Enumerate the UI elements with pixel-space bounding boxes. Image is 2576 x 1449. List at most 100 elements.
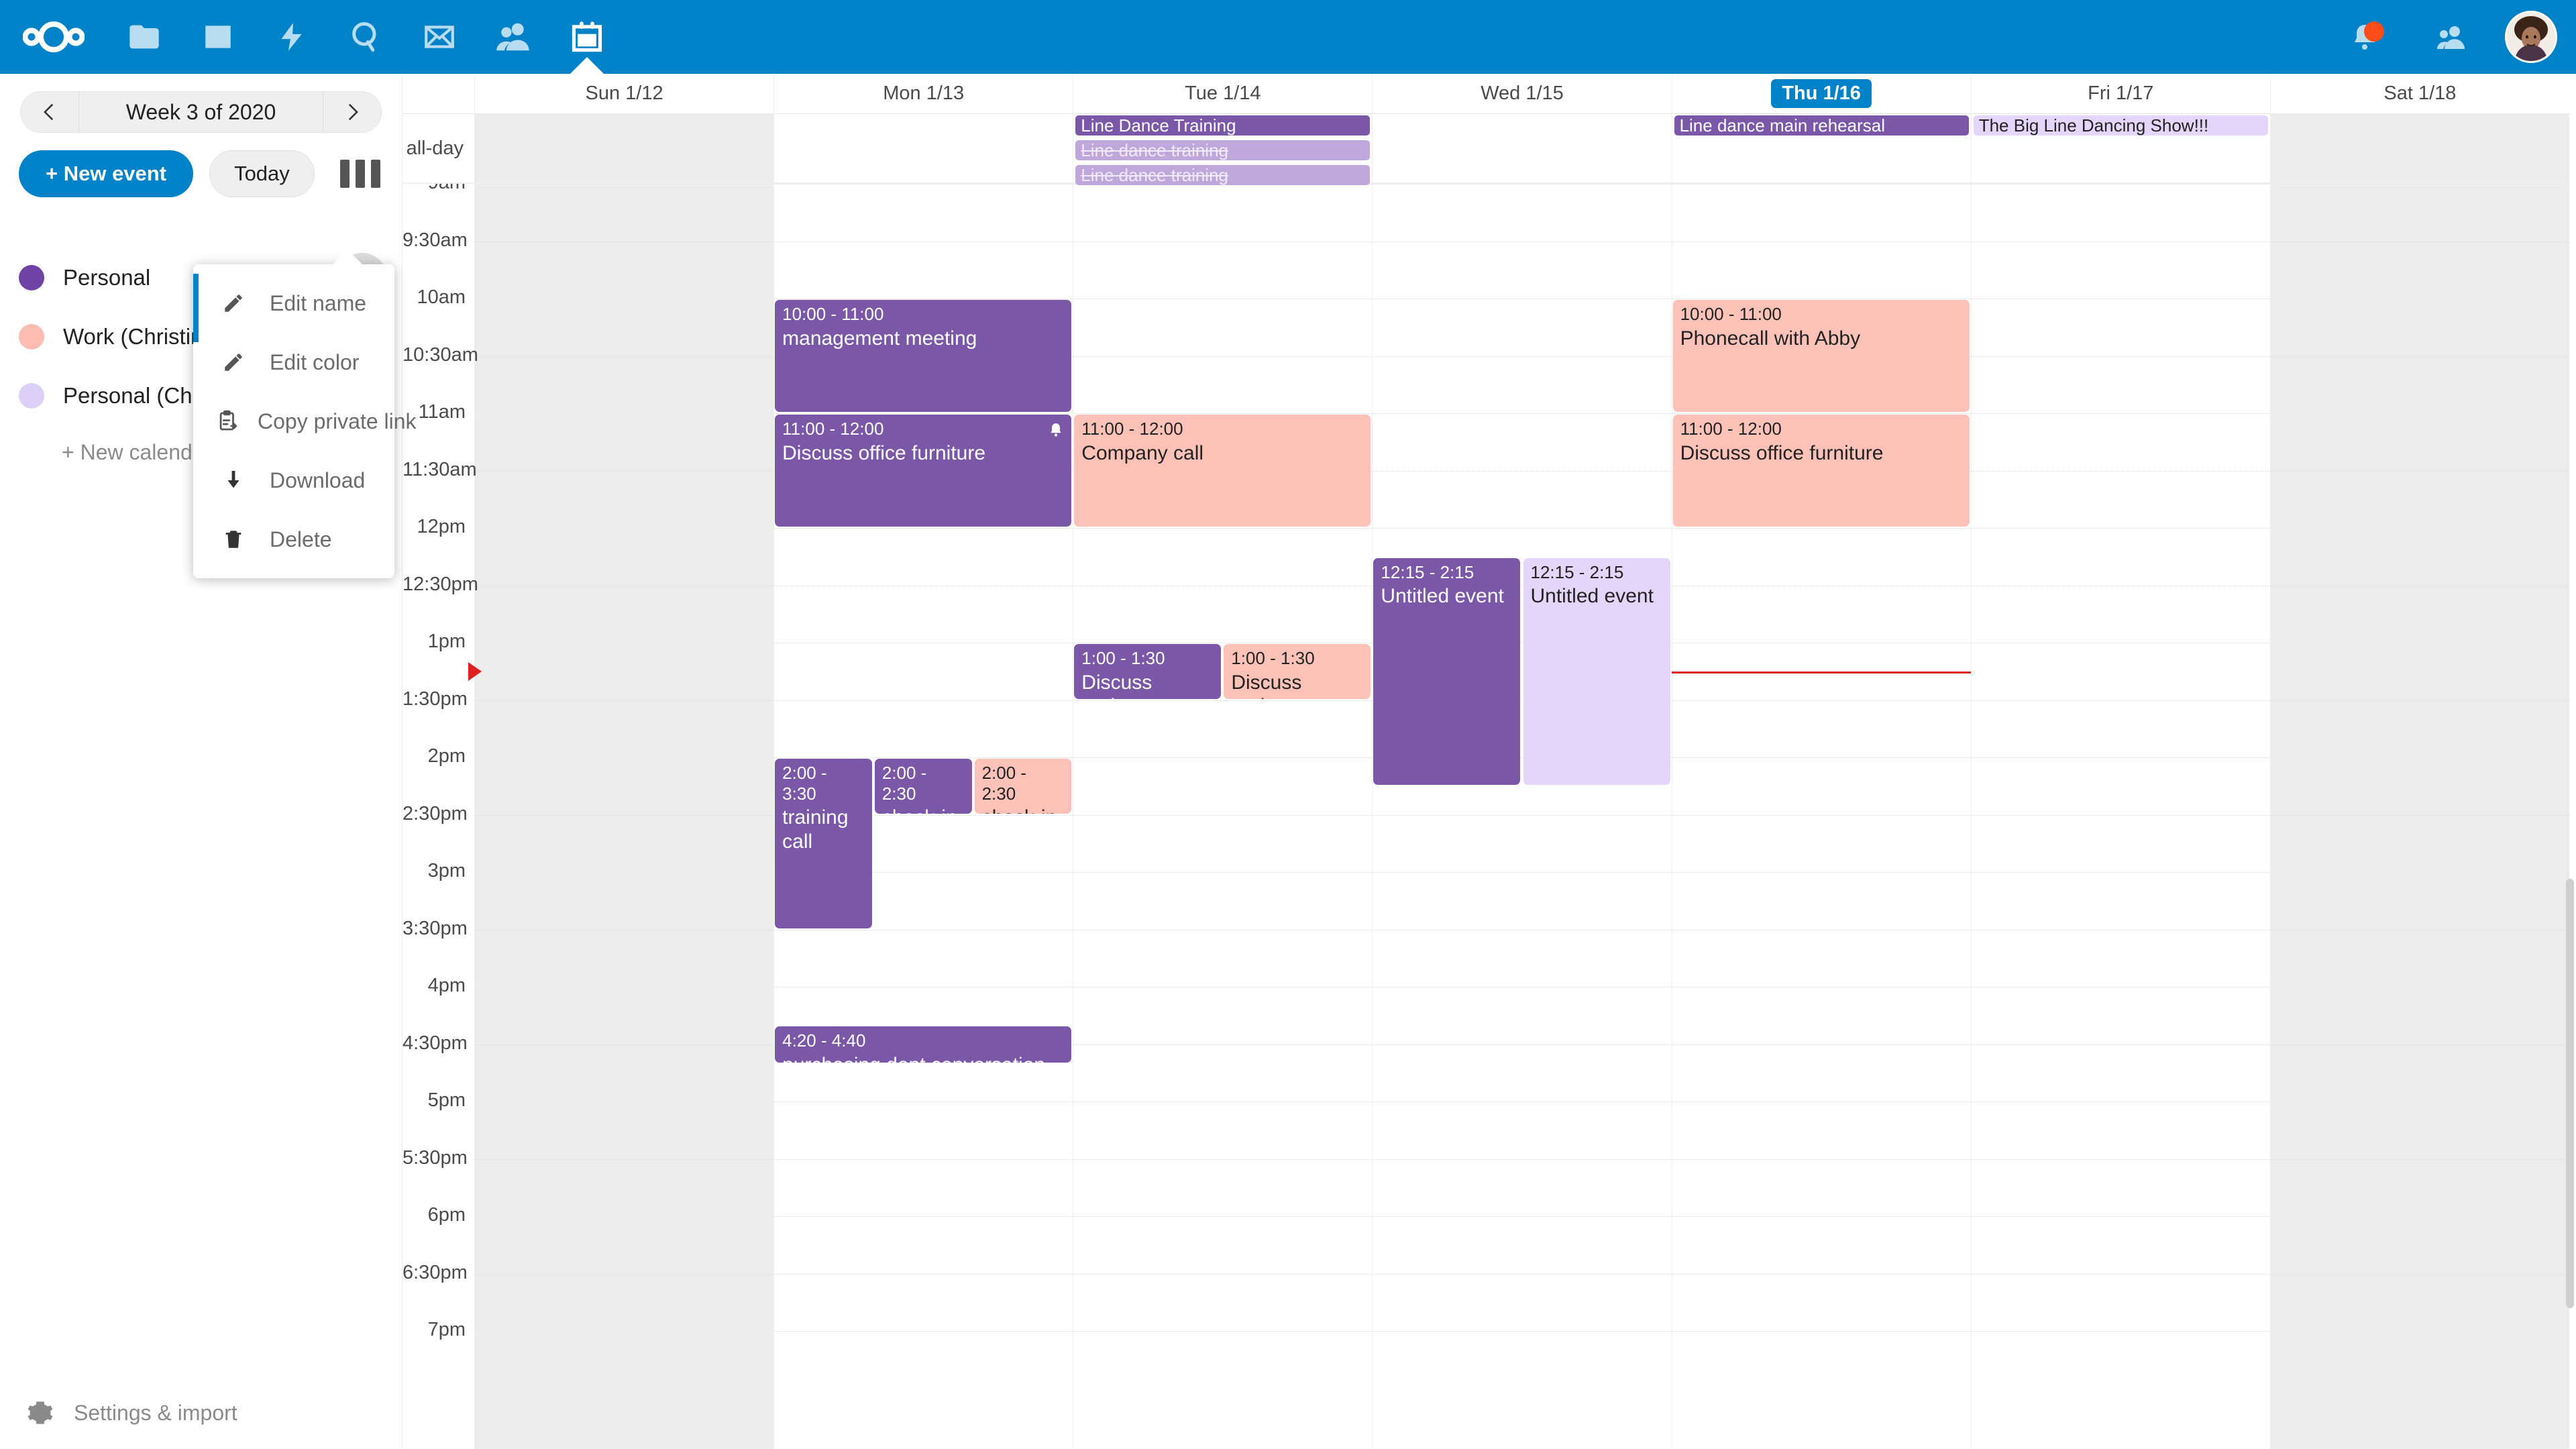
calendar-event[interactable]: 2:00 - 3:30 training call — [775, 759, 872, 928]
avatar[interactable] — [2505, 11, 2557, 63]
time-label-5: 11:30am — [402, 458, 477, 480]
event-time: 2:00 - 2:30 — [981, 763, 1027, 804]
menu-item-edit-color[interactable]: Edit color — [193, 333, 394, 392]
menu-item-label: Copy private link — [258, 409, 417, 433]
vertical-scrollbar[interactable] — [2566, 879, 2574, 1308]
event-time: 10:00 - 11:00 — [782, 304, 884, 324]
calendar-event[interactable]: 2:00 - 2:30 check-in — [974, 759, 1072, 814]
calendar-event[interactable]: 11:00 - 12:00 Company call — [1074, 415, 1371, 527]
contacts-icon[interactable] — [476, 0, 550, 74]
notifications-icon[interactable] — [2321, 0, 2408, 74]
time-grid: 9am 9:30am 10am 10:30am 11am 11:30am 12pm 12:30… — [402, 184, 2569, 1449]
all-day-event[interactable]: The Big Line Dancing Show!!! — [1973, 115, 2268, 136]
today-button[interactable]: Today — [209, 150, 315, 197]
calendar-event[interactable]: 11:00 - 12:00 Discuss office furniture — [1672, 415, 1970, 527]
grid-line — [474, 700, 2569, 701]
new-calendar-button[interactable]: + New calendar — [62, 440, 212, 464]
all-day-cell-4[interactable]: Line dance main rehearsal — [1671, 114, 1971, 182]
event-time: 12:15 - 2:15 — [1381, 561, 1474, 582]
calendar-event[interactable]: 2:00 - 2:30 check-in — [874, 759, 972, 814]
event-title: check-in — [982, 806, 1065, 813]
time-label-3: 10:30am — [402, 343, 478, 366]
new-event-button[interactable]: + New event — [19, 150, 194, 197]
menu-item-download[interactable]: Download — [193, 451, 394, 510]
time-grid-scroller[interactable]: 9am 9:30am 10am 10:30am 11am 11:30am 12pm 12:30… — [402, 184, 2576, 1449]
grid-line — [474, 814, 2569, 816]
clipboard-link-icon — [216, 410, 239, 433]
calendar-event[interactable]: 12:15 - 2:15 Untitled event — [1523, 557, 1670, 785]
all-day-event[interactable]: Line Dance Training — [1075, 115, 1371, 136]
event-title: training call — [782, 806, 849, 853]
grid-line — [474, 356, 2569, 357]
all-day-cell-1[interactable] — [773, 114, 1073, 182]
menu-item-delete[interactable]: Delete — [193, 510, 394, 569]
event-title: check-in — [882, 806, 965, 813]
event-time: 11:00 - 12:00 — [1680, 419, 1782, 439]
day-header-3[interactable]: Wed 1/15 — [1372, 74, 1671, 113]
all-day-event[interactable]: Line dance training — [1075, 140, 1371, 160]
activity-icon[interactable] — [255, 0, 329, 74]
next-week-button[interactable] — [323, 92, 381, 132]
calendar-event[interactable]: 1:00 - 1:30 Discuss project announcement — [1074, 644, 1222, 699]
contacts-menu-icon[interactable] — [2408, 0, 2496, 74]
day-column-2[interactable] — [1073, 184, 1372, 1449]
all-day-event[interactable]: Line dance training — [1075, 165, 1371, 185]
event-time: 11:00 - 12:00 — [1081, 419, 1183, 439]
all-day-cell-0[interactable] — [474, 114, 774, 182]
settings-and-import-button[interactable]: Settings & import — [0, 1399, 237, 1426]
event-time: 10:00 - 11:00 — [1680, 304, 1782, 324]
pencil-icon — [216, 351, 251, 374]
all-day-cell-6[interactable] — [2269, 114, 2569, 182]
event-title: Discuss project announcement — [1081, 671, 1152, 699]
day-header-6[interactable]: Sat 1/18 — [2269, 74, 2569, 113]
calendar-color-dot — [19, 383, 44, 409]
date-navigation: Week 3 of 2020 — [20, 91, 382, 133]
nextcloud-logo[interactable] — [0, 0, 107, 74]
day-header-4[interactable]: Thu 1/16 — [1671, 74, 1971, 113]
all-day-cell-3[interactable] — [1372, 114, 1671, 182]
calendar-icon[interactable] — [550, 0, 624, 74]
pencil-icon — [216, 292, 251, 315]
settings-label: Settings & import — [74, 1400, 237, 1425]
trash-icon — [216, 528, 251, 551]
current-week-label[interactable]: Week 3 of 2020 — [78, 92, 323, 132]
day-header-5[interactable]: Fri 1/17 — [1970, 74, 2270, 113]
calendar-event[interactable]: 12:15 - 2:15 Untitled event — [1373, 557, 1521, 785]
calendar-event[interactable]: 10:00 - 11:00 Phonecall with Abby — [1672, 300, 1970, 412]
all-day-cell-5[interactable]: The Big Line Dancing Show!!! — [1970, 114, 2270, 182]
calendar-event[interactable]: 10:00 - 11:00 management meeting — [775, 300, 1072, 412]
all-day-cell-2[interactable]: Line Dance Training Line dance training Li… — [1073, 114, 1372, 185]
menu-item-copy-private-link[interactable]: Copy private link — [193, 392, 417, 451]
calendar-event[interactable]: 1:00 - 1:30 Discuss project announcement — [1224, 644, 1371, 699]
day-column-0[interactable] — [474, 184, 774, 1449]
event-time: 12:15 - 2:15 — [1530, 561, 1624, 582]
day-header-0[interactable]: Sun 1/12 — [474, 74, 773, 113]
day-column-5[interactable] — [1970, 184, 2270, 1449]
time-label-19: 6:30pm — [402, 1261, 468, 1283]
photos-icon[interactable] — [181, 0, 255, 74]
today-pill: Thu 1/16 — [1771, 79, 1872, 108]
day-header-2[interactable]: Tue 1/14 — [1073, 74, 1372, 113]
calendar-event[interactable]: 4:20 - 4:40 purchasing dept conversation — [775, 1026, 1072, 1063]
calendar-event[interactable]: 11:00 - 12:00 Discuss office furniture — [775, 415, 1072, 527]
time-label-7: 12:30pm — [402, 573, 478, 595]
prev-week-button[interactable] — [21, 92, 78, 132]
time-label-1: 9:30am — [402, 229, 468, 251]
day-column-3[interactable] — [1372, 184, 1671, 1449]
day-column-1[interactable] — [773, 184, 1073, 1449]
menu-item-label: Edit color — [270, 350, 360, 374]
calendar-color-dot — [19, 324, 44, 350]
day-column-6[interactable] — [2269, 184, 2569, 1449]
files-icon[interactable] — [107, 0, 181, 74]
day-header-1[interactable]: Mon 1/13 — [773, 74, 1073, 113]
column-view-icon[interactable] — [339, 160, 380, 188]
menu-item-edit-name[interactable]: Edit name — [193, 274, 394, 333]
event-time: 2:00 - 3:30 — [782, 763, 827, 804]
mail-icon[interactable] — [402, 0, 476, 74]
time-label-20: 7pm — [427, 1319, 466, 1340]
all-day-event[interactable]: Line dance main rehearsal — [1674, 115, 1969, 136]
search-icon[interactable] — [329, 0, 402, 74]
event-title: Discuss project announcement — [1231, 671, 1302, 699]
event-title: management meeting — [782, 327, 977, 350]
day-column-4[interactable] — [1671, 184, 1971, 1449]
